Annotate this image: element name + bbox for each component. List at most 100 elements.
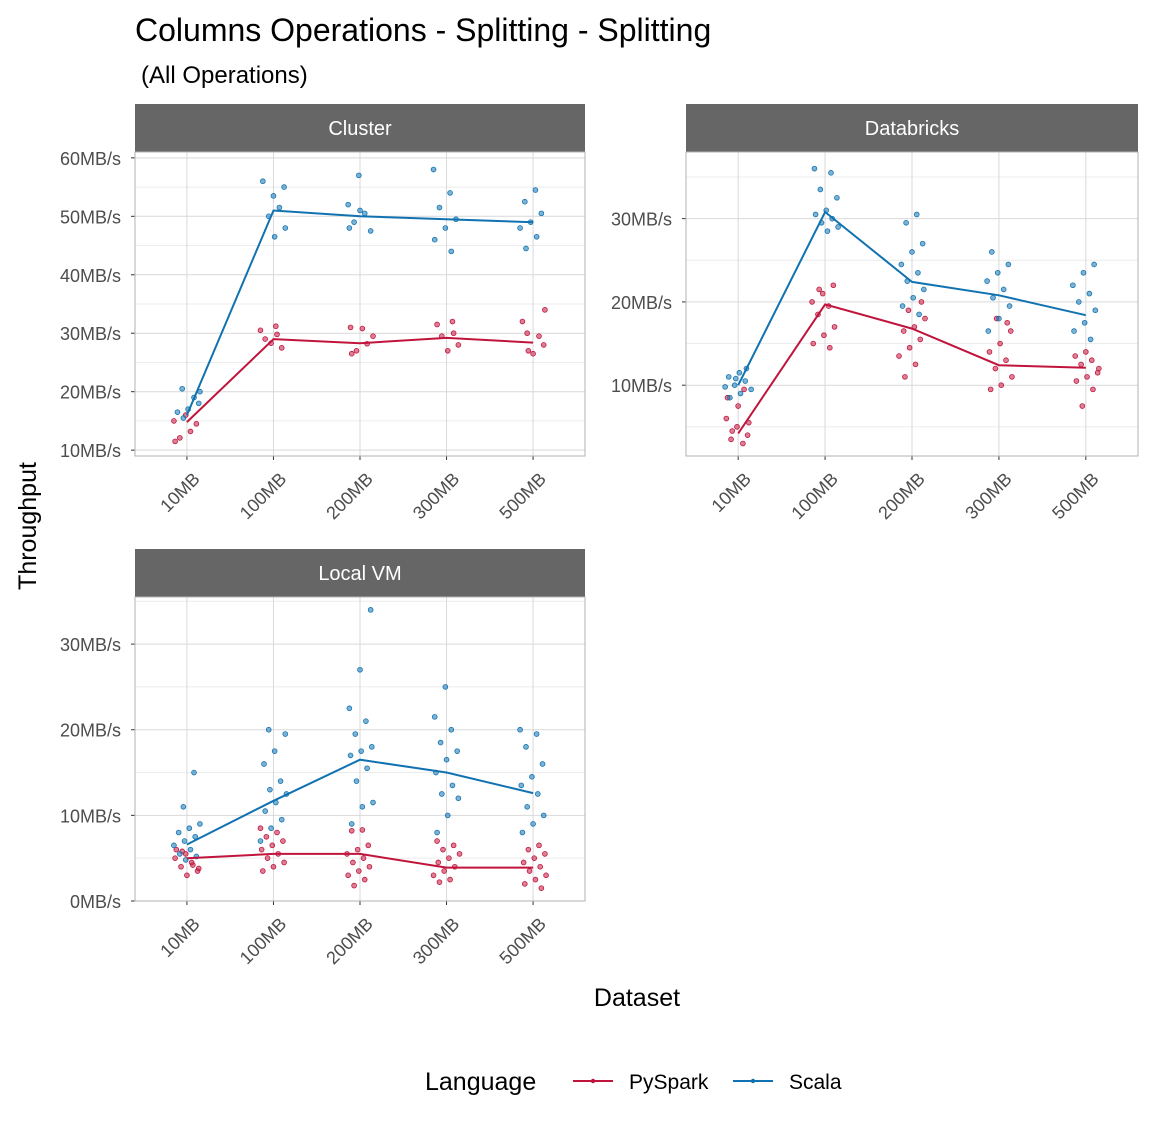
data-point-scala (281, 184, 287, 190)
data-point-pyspark (354, 846, 361, 853)
data-point-scala (356, 172, 362, 179)
data-point-pyspark (525, 347, 532, 354)
data-point-pyspark (1009, 374, 1015, 380)
data-point-scala (1092, 307, 1099, 314)
y-tick-label-cluster: 50MB/s (60, 207, 121, 227)
data-point-scala (731, 382, 738, 389)
series-line-pyspark-databricks (737, 303, 1086, 435)
data-point-scala (835, 224, 841, 230)
data-point-pyspark (1090, 386, 1096, 393)
data-point-scala (455, 795, 462, 802)
x-tick-label-cluster: 10MB (156, 469, 203, 516)
data-point-pyspark (986, 349, 993, 355)
data-point-scala (276, 204, 283, 211)
data-point-scala (348, 821, 355, 827)
data-point-scala (431, 236, 438, 243)
data-point-pyspark (257, 327, 264, 334)
data-point-scala (174, 409, 181, 415)
data-point-scala (1075, 299, 1082, 305)
data-point-scala (921, 286, 927, 293)
y-tick-label-cluster: 20MB/s (60, 383, 121, 403)
x-axis-title: Dataset (594, 984, 680, 1012)
data-point-scala (437, 739, 444, 746)
data-point-pyspark (819, 290, 826, 297)
data-point-pyspark (821, 332, 827, 339)
panel-border-databricks (685, 151, 1139, 457)
data-point-pyspark (900, 328, 907, 334)
data-point-scala (175, 829, 182, 836)
data-point-scala (257, 838, 264, 844)
panel-local-vm: Local VM 0MB/s 10MB/s 20MB/s 30MB/s 10MB 100MB… (60, 549, 586, 968)
data-point-pyspark (744, 432, 751, 438)
data-point-pyspark (434, 321, 440, 328)
x-tick-label-cluster: 300MB (409, 469, 463, 523)
data-point-pyspark (359, 827, 366, 833)
data-point-scala (899, 303, 906, 309)
data-point-pyspark (257, 825, 264, 832)
data-point-scala (812, 211, 819, 218)
panel-border-cluster (134, 151, 586, 457)
x-tick-label-local-vm: 200MB (322, 914, 376, 968)
series-line-scala-databricks (737, 210, 1087, 386)
data-point-scala (1006, 303, 1013, 309)
data-point-scala (449, 782, 456, 789)
data-point-scala (261, 761, 267, 767)
data-point-pyspark (172, 855, 178, 861)
data-point-pyspark (348, 827, 355, 834)
data-point-scala (518, 782, 525, 789)
data-point-pyspark (171, 418, 177, 424)
data-point-scala (260, 178, 266, 185)
data-point-pyspark (1072, 353, 1079, 359)
data-point-scala (915, 269, 921, 276)
x-tick-label-local-vm: 100MB (236, 914, 290, 968)
data-point-pyspark (538, 885, 545, 891)
data-point-scala (282, 731, 289, 737)
series-scala-cluster (174, 166, 545, 421)
data-point-scala (359, 804, 366, 810)
data-point-scala (180, 804, 187, 810)
x-tick-label-cluster: 500MB (495, 469, 549, 523)
data-point-pyspark (902, 374, 908, 380)
data-point-scala (517, 726, 523, 733)
data-point-scala (271, 748, 278, 754)
y-tick-label-cluster: 30MB/s (60, 324, 121, 344)
strip-cluster (135, 104, 585, 152)
data-point-scala (270, 193, 277, 199)
data-point-pyspark (723, 415, 730, 422)
data-point-scala (191, 769, 197, 776)
data-point-pyspark (525, 846, 532, 853)
data-point-pyspark (997, 340, 1003, 347)
data-point-scala (448, 248, 455, 255)
strip-label-databricks: Databricks (865, 118, 959, 140)
data-point-scala (439, 791, 445, 797)
data-point-scala (454, 748, 460, 754)
data-point-scala (278, 816, 285, 823)
data-point-pyspark (455, 342, 462, 348)
data-point-scala (1086, 290, 1093, 297)
data-point-pyspark (537, 863, 543, 870)
series-line-pyspark-cluster (186, 336, 534, 423)
data-point-scala (1070, 282, 1076, 289)
data-point-pyspark (1079, 403, 1086, 409)
x-tick-label-cluster: 200MB (322, 469, 376, 523)
data-point-pyspark (270, 863, 277, 870)
data-point-scala (1071, 328, 1077, 334)
data-point-scala (737, 390, 744, 397)
data-point-pyspark (351, 882, 357, 889)
data-point-scala (817, 186, 824, 193)
data-point-scala (187, 846, 194, 853)
data-point-scala (722, 384, 728, 390)
data-point-pyspark (435, 859, 442, 866)
data-point-pyspark (446, 855, 452, 861)
data-point-pyspark (520, 859, 527, 866)
data-point-scala (346, 705, 353, 712)
data-point-scala (916, 311, 922, 318)
y-axis-title: Throughput (14, 462, 42, 590)
data-point-scala (985, 328, 992, 334)
data-point-scala (268, 825, 274, 832)
panel-databricks: Databricks 10MB/s 20MB/s 30MB/s 10MB 100MB 200… (611, 104, 1139, 523)
data-point-pyspark (542, 851, 548, 857)
data-point-scala (989, 249, 995, 255)
data-point-pyspark (365, 842, 372, 849)
data-point-scala (748, 386, 754, 393)
